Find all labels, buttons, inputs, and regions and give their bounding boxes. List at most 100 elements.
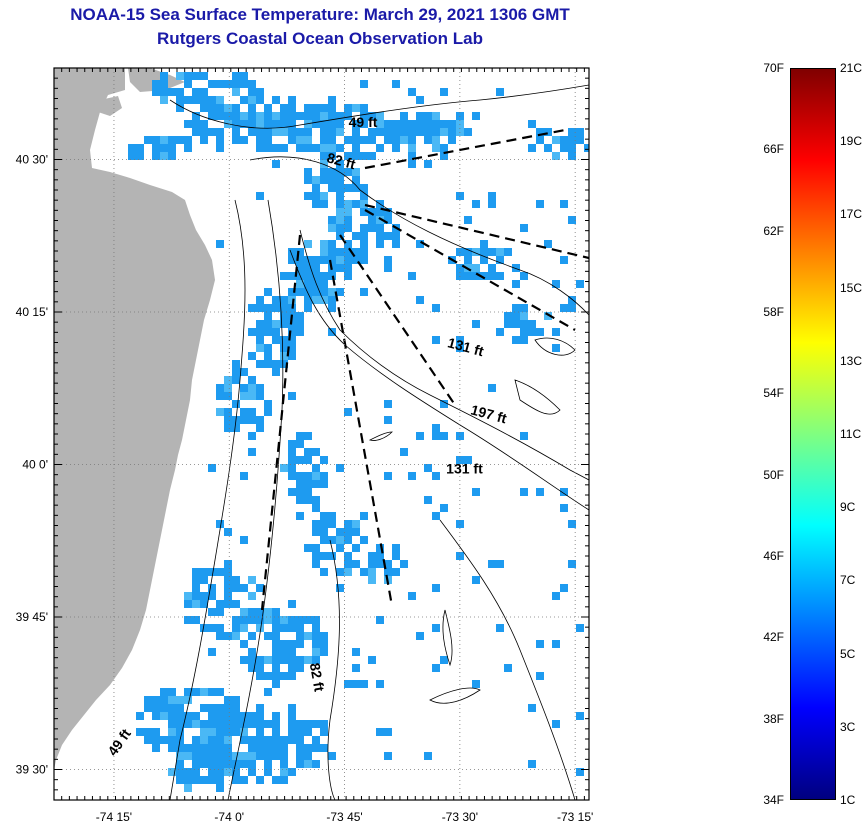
sst-pixel bbox=[256, 584, 264, 592]
colorbar-c-label: 15C bbox=[840, 280, 863, 295]
sst-pixel bbox=[208, 744, 216, 752]
sst-pixel bbox=[160, 712, 168, 720]
sst-pixel bbox=[216, 144, 224, 152]
sst-pixel bbox=[384, 728, 392, 736]
sst-pixel bbox=[288, 440, 296, 448]
sst-pixel bbox=[224, 632, 232, 640]
sst-pixel bbox=[384, 472, 392, 480]
sst-pixel bbox=[576, 280, 584, 288]
sst-pixel bbox=[160, 88, 168, 96]
sst-pixel bbox=[256, 296, 264, 304]
sst-pixel bbox=[160, 136, 168, 144]
sst-pixel bbox=[576, 136, 584, 144]
sst-pixel bbox=[328, 536, 336, 544]
sst-pixel bbox=[312, 112, 320, 120]
sst-pixel bbox=[336, 584, 344, 592]
sst-pixel bbox=[184, 752, 192, 760]
sst-pixel bbox=[320, 280, 328, 288]
sst-pixel bbox=[216, 392, 224, 400]
sst-pixel bbox=[192, 760, 200, 768]
sst-pixel bbox=[352, 664, 360, 672]
sst-pixel bbox=[192, 688, 200, 696]
sst-pixel bbox=[408, 472, 416, 480]
sst-pixel bbox=[272, 112, 280, 120]
sst-pixel bbox=[360, 256, 368, 264]
sst-pixel bbox=[136, 144, 144, 152]
sst-pixel bbox=[304, 112, 312, 120]
land-staten-area bbox=[98, 96, 122, 116]
sst-pixel bbox=[536, 200, 544, 208]
sst-pixel bbox=[304, 168, 312, 176]
sst-pixel bbox=[328, 288, 336, 296]
sst-pixel bbox=[368, 112, 376, 120]
sst-pixel bbox=[312, 472, 320, 480]
sst-pixel bbox=[216, 704, 224, 712]
sst-pixel bbox=[376, 680, 384, 688]
colorbar-f-label: 58F bbox=[763, 305, 784, 319]
sst-pixel bbox=[408, 128, 416, 136]
sst-pixel bbox=[416, 432, 424, 440]
sst-pixel bbox=[320, 744, 328, 752]
sst-pixel bbox=[248, 392, 256, 400]
sst-pixel bbox=[304, 432, 312, 440]
sst-pixel bbox=[376, 240, 384, 248]
sst-pixel bbox=[320, 520, 328, 528]
sst-pixel bbox=[208, 464, 216, 472]
sst-pixel bbox=[400, 112, 408, 120]
sst-pixel bbox=[256, 304, 264, 312]
sst-pixel bbox=[256, 112, 264, 120]
sst-pixel bbox=[328, 96, 336, 104]
sst-pixel bbox=[416, 128, 424, 136]
sst-pixel bbox=[304, 192, 312, 200]
sst-pixel bbox=[224, 104, 232, 112]
sst-pixel bbox=[320, 568, 328, 576]
lon-label: -73 45' bbox=[326, 810, 362, 824]
sst-pixel bbox=[392, 144, 400, 152]
sst-pixel bbox=[192, 752, 200, 760]
sst-pixel bbox=[224, 744, 232, 752]
sst-pixel bbox=[264, 360, 272, 368]
sst-pixel bbox=[360, 512, 368, 520]
sst-pixel bbox=[144, 736, 152, 744]
lon-label: -73 30' bbox=[442, 810, 478, 824]
sst-pixel bbox=[496, 88, 504, 96]
sst-pixel bbox=[320, 528, 328, 536]
sst-pixel bbox=[304, 744, 312, 752]
sst-pixel bbox=[512, 264, 520, 272]
sst-pixel bbox=[560, 584, 568, 592]
sst-pixel bbox=[184, 96, 192, 104]
sst-pixel bbox=[256, 744, 264, 752]
sst-pixel bbox=[232, 400, 240, 408]
sst-pixel bbox=[312, 544, 320, 552]
sst-pixel bbox=[312, 624, 320, 632]
sst-pixel bbox=[536, 128, 544, 136]
sst-pixel bbox=[408, 272, 416, 280]
sst-pixel bbox=[208, 712, 216, 720]
sst-pixel bbox=[200, 88, 208, 96]
sst-pixel bbox=[272, 648, 280, 656]
sst-pixel bbox=[248, 760, 256, 768]
sst-pixel bbox=[288, 104, 296, 112]
sst-pixel bbox=[296, 312, 304, 320]
sst-pixel bbox=[336, 224, 344, 232]
sst-pixel bbox=[280, 672, 288, 680]
sst-pixel bbox=[280, 640, 288, 648]
sst-pixel bbox=[296, 512, 304, 520]
sst-pixel bbox=[160, 144, 168, 152]
sst-pixel bbox=[248, 608, 256, 616]
sst-pixel bbox=[304, 472, 312, 480]
sst-pixel bbox=[224, 704, 232, 712]
sst-pixel bbox=[232, 720, 240, 728]
sst-pixel bbox=[232, 112, 240, 120]
sst-pixel bbox=[208, 728, 216, 736]
sst-pixel bbox=[336, 128, 344, 136]
sst-pixel bbox=[296, 664, 304, 672]
sst-pixel bbox=[192, 576, 200, 584]
sst-pixel bbox=[472, 576, 480, 584]
sst-pixel bbox=[328, 216, 336, 224]
sst-pixel bbox=[272, 296, 280, 304]
sst-pixel bbox=[216, 720, 224, 728]
sst-pixel bbox=[392, 568, 400, 576]
sst-pixel bbox=[488, 560, 496, 568]
sst-pixel bbox=[272, 712, 280, 720]
